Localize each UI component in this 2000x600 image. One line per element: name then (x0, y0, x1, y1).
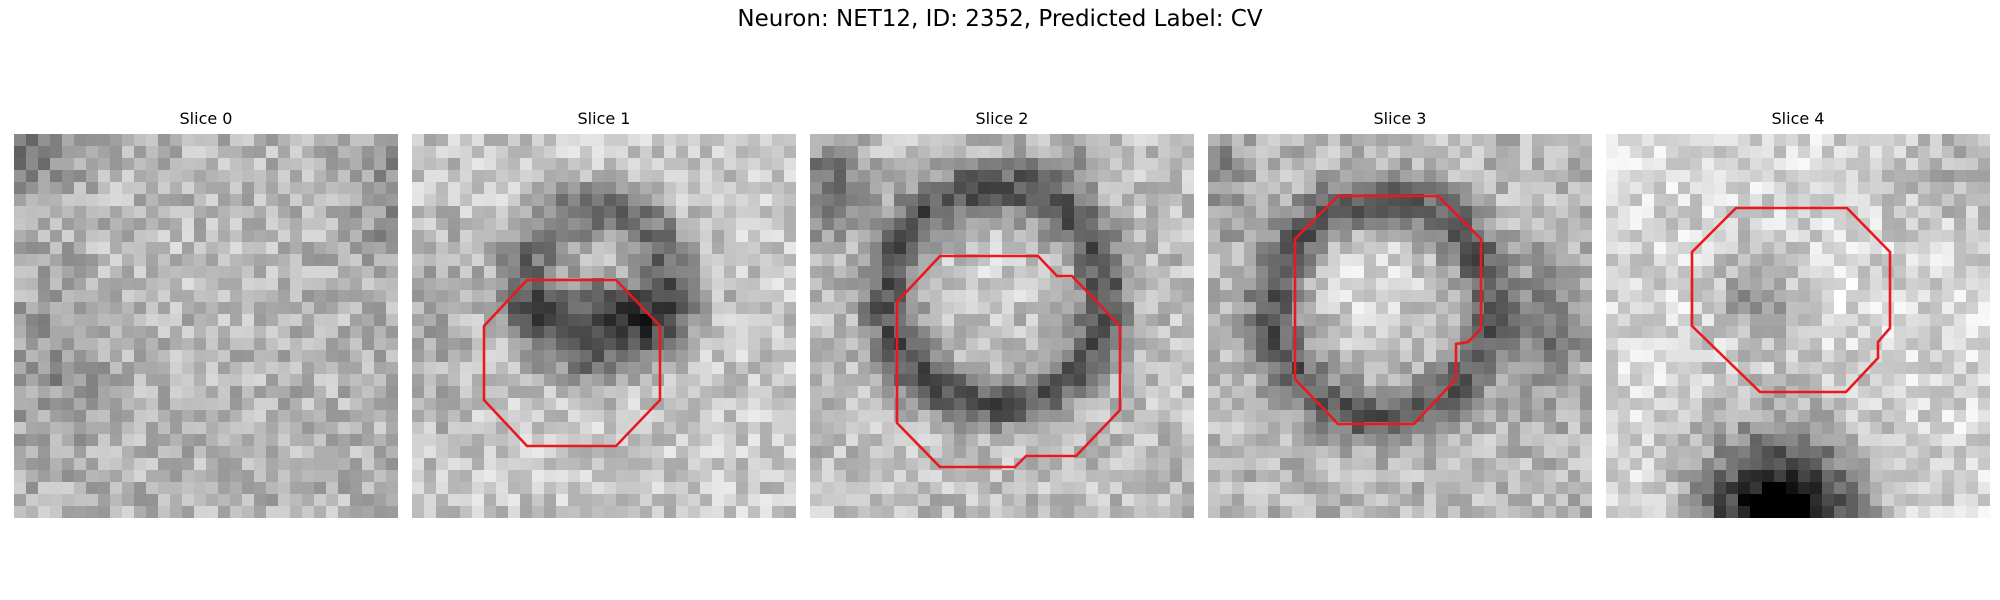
slice-panel-4: Slice 4 (1606, 108, 1990, 518)
roi-polygon-4 (1690, 206, 1892, 394)
roi-outline-4 (1690, 206, 1892, 394)
slice-image-2 (810, 134, 1194, 518)
roi-outline-2 (895, 254, 1122, 469)
roi-polygon-2 (895, 254, 1122, 469)
slice-title-4: Slice 4 (1771, 109, 1825, 128)
slice-image-3 (1208, 134, 1592, 518)
slice-canvas-3 (1208, 134, 1592, 518)
slice-canvas-4 (1606, 134, 1990, 518)
slice-canvas-2 (810, 134, 1194, 518)
slice-title-3: Slice 3 (1373, 109, 1427, 128)
slice-panel-1: Slice 1 (412, 108, 796, 518)
slice-title-1: Slice 1 (577, 109, 631, 128)
slice-title-2: Slice 2 (975, 109, 1029, 128)
slice-image-1 (412, 134, 796, 518)
slice-panel-3: Slice 3 (1208, 108, 1592, 518)
slice-title-0: Slice 0 (179, 109, 233, 128)
slice-canvas-1 (412, 134, 796, 518)
roi-polygon-1 (482, 278, 662, 448)
roi-polygon-3 (1293, 194, 1483, 426)
slice-canvas-0 (14, 134, 398, 518)
slice-panel-2: Slice 2 (810, 108, 1194, 518)
figure-title: Neuron: NET12, ID: 2352, Predicted Label… (737, 6, 1263, 32)
slice-panel-0: Slice 0 (14, 108, 398, 518)
roi-outline-3 (1293, 194, 1483, 426)
slice-image-0 (14, 134, 398, 518)
slice-image-4 (1606, 134, 1990, 518)
roi-outline-1 (482, 278, 662, 448)
